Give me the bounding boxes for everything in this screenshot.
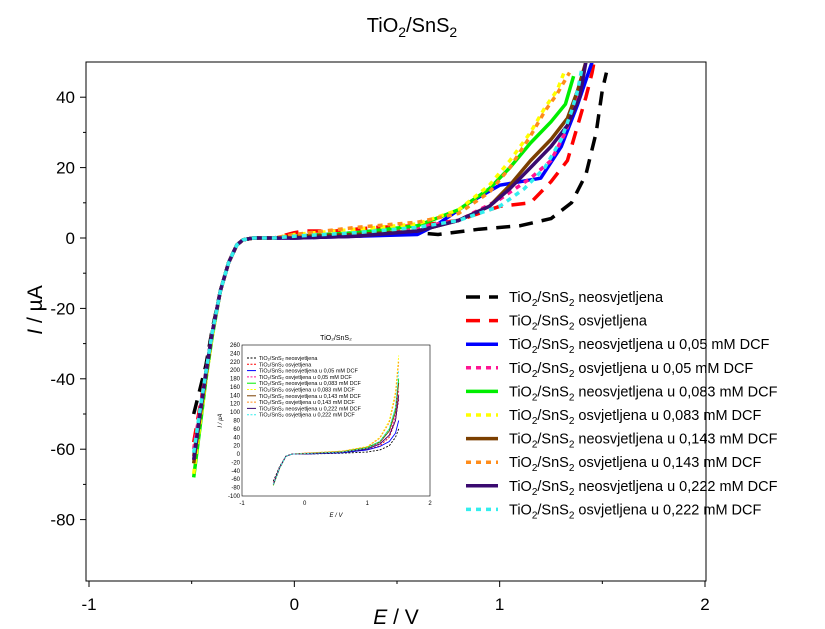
inset-y-tick-label: 140 <box>230 393 241 399</box>
inset-y-tick-label: 120 <box>230 402 241 408</box>
y-tick-label: 40 <box>56 88 75 107</box>
chart-title: TiO2/SnS2 <box>367 15 458 40</box>
inset-y-tick-label: 180 <box>230 377 241 383</box>
legend-label-8: TiO2/SnS2 osvjetljena u 0,143 mM DCF <box>509 455 761 474</box>
x-axis-title: E / V <box>373 606 419 629</box>
x-tick-label: 0 <box>290 595 299 614</box>
inset-y-axis-title: I / µA <box>218 413 224 427</box>
inset-legend-label: TiO₂/SnS₂ osvjetljena u 0,222 mM DCF <box>259 413 355 419</box>
inset-x-tick-label: 0 <box>303 501 307 507</box>
inset-y-tick-label: 80 <box>233 419 240 425</box>
legend-label-5: TiO2/SnS2 neosvjetljena u 0,083 mM DCF <box>509 384 778 403</box>
inset-legend-label: TiO₂/SnS₂ osvjetljena u 0,143 mM DCF <box>259 400 355 406</box>
series-line-9 <box>191 63 588 461</box>
inset-legend-label: TiO₂/SnS₂ neosvjetljena u 0,083 mM DCF <box>259 381 362 387</box>
inset-legend-label: TiO₂/SnS₂ neosvjetljena u 0,05 mM DCF <box>259 369 358 375</box>
inset-x-tick-label: 1 <box>366 501 370 507</box>
series-layer <box>191 63 609 478</box>
inset-title: TiO₂/SnS₂ <box>320 335 352 342</box>
inset-y-tick-label: 0 <box>237 452 241 458</box>
inset-legend-label: TiO₂/SnS₂ osvjetljena u 0,083 mM DCF <box>259 388 355 394</box>
y-tick-label: 20 <box>56 159 75 178</box>
legend: TiO2/SnS2 neosvjetljena TiO2/SnS2 osvjetl… <box>466 290 778 521</box>
x-tick-label: -1 <box>81 595 96 614</box>
x-tick-label: 2 <box>700 595 709 614</box>
legend-label-10: TiO2/SnS2 osvjetljena u 0,222 mM DCF <box>509 502 761 521</box>
plot-area <box>85 61 707 582</box>
y-axis-title: I / µA <box>24 285 47 334</box>
inset-y-tick-label: -80 <box>231 486 240 492</box>
inset-y-tick-label: -40 <box>231 469 240 475</box>
x-axis: -1 0 1 2 <box>81 581 710 614</box>
inset-y-tick-label: -20 <box>231 460 240 466</box>
inset-y-tick-label: 100 <box>230 410 241 416</box>
inset-y-tick-label: 220 <box>230 360 241 366</box>
inset-y-tick-label: 40 <box>233 435 240 441</box>
inset-legend-label: TiO₂/SnS₂ neosvjetljena <box>259 356 318 362</box>
y-tick-label: -80 <box>50 511 75 530</box>
legend-label-1: TiO2/SnS2 neosvjetljena <box>509 290 664 309</box>
inset-y-tick-label: 240 <box>230 351 241 357</box>
inset-y-tick-label: -60 <box>231 477 240 483</box>
y-tick-label: -60 <box>50 440 75 459</box>
inset-y-tick-label: 20 <box>233 444 240 450</box>
y-tick-label: -20 <box>50 299 75 318</box>
inset-legend-label: TiO₂/SnS₂ osvjetljena <box>259 362 312 368</box>
inset-y-tick-label: -100 <box>228 494 241 500</box>
series-line-10 <box>191 68 584 453</box>
legend-label-9: TiO2/SnS2 neosvjetljena u 0,222 mM DCF <box>509 479 778 498</box>
legend-label-3: TiO2/SnS2 neosvjetljena u 0,05 mM DCF <box>509 337 770 356</box>
inset-x-tick-label: 2 <box>428 501 432 507</box>
legend-label-4: TiO2/SnS2 osvjetljena u 0,05 mM DCF <box>509 361 753 380</box>
inset-chart: TiO₂/SnS₂-100-80-60-40-20020406080100120… <box>218 335 432 519</box>
inset-y-tick-label: 60 <box>233 427 240 433</box>
inset-y-tick-label: 260 <box>230 343 241 349</box>
inset-legend-label: TiO₂/SnS₂ neosvjetljena u 0,222 mM DCF <box>259 406 362 412</box>
inset-x-tick-label: -1 <box>239 501 245 507</box>
y-axis: -80 -60 -40 -20 0 20 40 <box>50 88 86 530</box>
y-tick-label: 0 <box>66 229 75 248</box>
inset-y-tick-label: 160 <box>230 385 241 391</box>
y-tick-label: -40 <box>50 370 75 389</box>
legend-label-2: TiO2/SnS2 osvjetljena <box>509 314 648 333</box>
legend-label-6: TiO2/SnS2 osvjetljena u 0,083 mM DCF <box>509 408 761 427</box>
inset-legend-label: TiO₂/SnS₂ osvjetljena u 0,05 mM DCF <box>259 375 352 381</box>
inset-x-axis-title: E / V <box>329 513 343 519</box>
inset-legend-label: TiO₂/SnS₂ neosvjetljena u 0,143 mM DCF <box>259 394 362 400</box>
x-tick-label: 1 <box>495 595 504 614</box>
inset-series-line-10 <box>272 370 400 485</box>
legend-label-7: TiO2/SnS2 neosvjetljena u 0,143 mM DCF <box>509 432 778 451</box>
inset-y-tick-label: 200 <box>230 368 241 374</box>
